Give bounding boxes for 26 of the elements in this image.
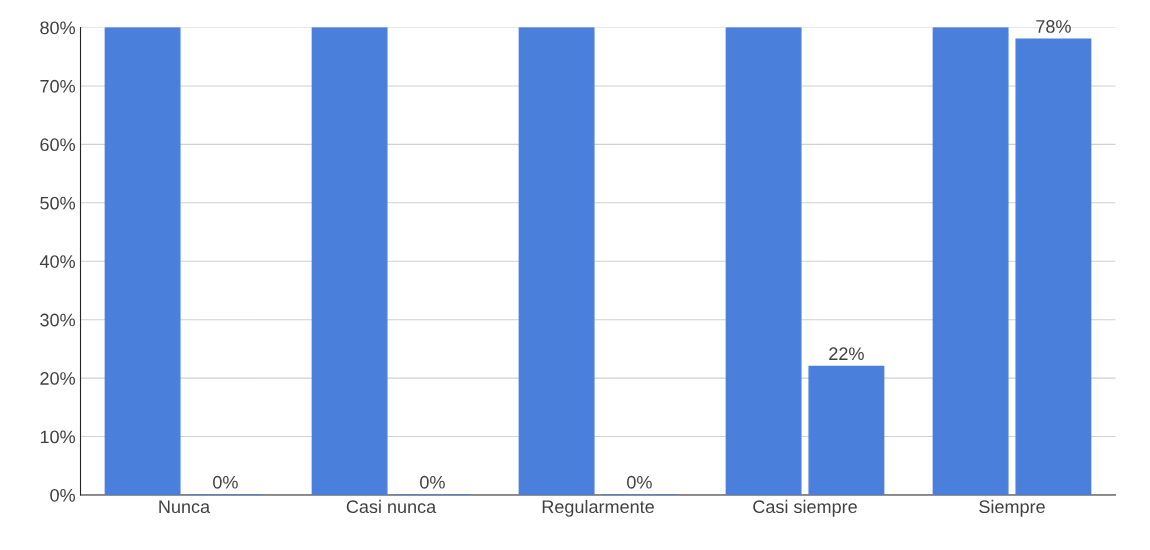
y-tick-label: 80% — [40, 21, 75, 35]
bar — [1015, 38, 1092, 495]
data-label: 0% — [420, 475, 445, 489]
bar — [808, 365, 885, 495]
x-tick-label: Casi siempre — [753, 499, 857, 517]
y-tick-label: 30% — [40, 313, 75, 327]
y-tick-label: 0% — [50, 488, 75, 502]
bar — [311, 27, 388, 495]
data-label: 78% — [1036, 20, 1071, 33]
x-tick-label: Nunca — [159, 500, 211, 514]
bar — [518, 27, 595, 495]
data-label: 0% — [213, 475, 238, 489]
bar — [104, 27, 181, 495]
bar — [725, 27, 802, 495]
y-tick-label: 70% — [40, 79, 75, 93]
bar — [932, 27, 1009, 495]
y-tick-label: 40% — [39, 255, 75, 268]
y-tick-label: 50% — [40, 196, 75, 210]
y-tick-label: 60% — [40, 138, 75, 152]
x-tick-label: Siempre — [979, 499, 1045, 517]
y-tick-label: 20% — [40, 372, 75, 385]
x-tick-label: Casi nunca — [346, 499, 437, 514]
data-label: 0% — [627, 475, 652, 489]
x-tick-label: Regularmente — [542, 499, 654, 517]
data-label: 22% — [829, 347, 864, 361]
y-tick-label: 10% — [40, 430, 75, 444]
